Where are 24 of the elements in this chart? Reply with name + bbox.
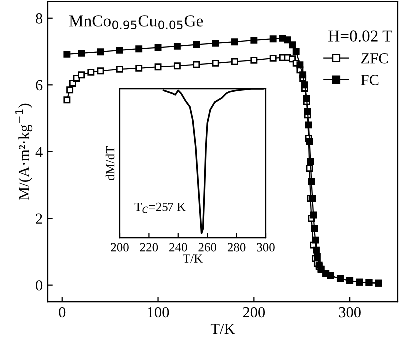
y-axis-title: M/(A·m²·kg$^{−1}$) [16,104,33,200]
x-tick-label: 220 [140,243,158,252]
x-tick-label: 200 [111,243,129,252]
x-tick-label: 300 [339,307,361,318]
y-tick-label: 6 [36,80,43,91]
y-tick-label: 0 [36,280,43,291]
y-tick-label: 8 [36,14,43,24]
y-axis-title: dM/dT [106,146,115,180]
x-tick-label: 280 [228,243,246,252]
x-tick-label: 200 [243,307,266,318]
x-tick-label: 300 [257,243,275,252]
x-tick-label: 240 [170,243,188,252]
annotation: MnCo$_{0.95}$Cu$_{0.05}$Ge [69,16,204,30]
y-tick-label: 4 [36,147,43,158]
y-tick-label: 2 [36,214,42,224]
x-tick-label: 100 [148,307,170,318]
annotation: H=0.02 T [328,30,392,42]
x-axis-title: T/K [183,254,203,264]
x-axis-title: T/K [210,324,236,334]
legend-label: ZFC [362,54,388,64]
legend-label: FC [361,75,379,86]
x-tick-label: 0 [59,307,66,318]
annotation: T$_{C}$=257 K [134,202,186,214]
x-tick-label: 260 [198,243,216,252]
